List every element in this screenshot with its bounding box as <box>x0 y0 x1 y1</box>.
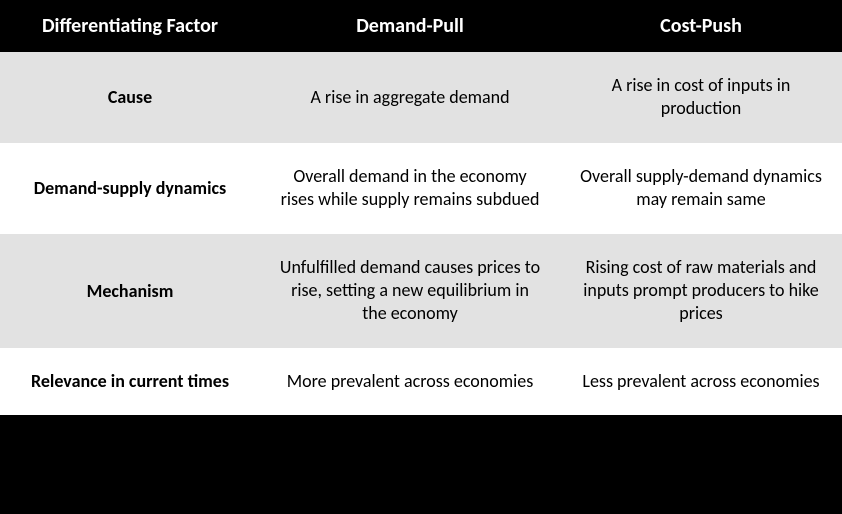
table-header-row: Differentiating Factor Demand-Pull Cost-… <box>0 0 842 52</box>
comparison-table: Differentiating Factor Demand-Pull Cost-… <box>0 0 842 514</box>
factor-label: Cause <box>0 86 260 108</box>
factor-label: Relevance in current times <box>0 370 260 392</box>
cost-push-cell: A rise in cost of inputs in production <box>560 74 842 121</box>
factor-label: Mechanism <box>0 280 260 302</box>
cost-push-cell: Rising cost of raw materials and inputs … <box>560 256 842 326</box>
demand-pull-cell: More prevalent across economies <box>260 370 560 393</box>
demand-pull-cell: Overall demand in the economy rises whil… <box>260 165 560 212</box>
header-col-factor: Differentiating Factor <box>0 14 260 38</box>
table-row: Demand-supply dynamics Overall demand in… <box>0 143 842 234</box>
header-col-demand-pull: Demand-Pull <box>260 14 560 38</box>
header-col-cost-push: Cost-Push <box>560 14 842 38</box>
table-row: Mechanism Unfulfilled demand causes pric… <box>0 234 842 348</box>
table-row: Cause A rise in aggregate demand A rise … <box>0 52 842 143</box>
cost-push-cell: Overall supply-demand dynamics may remai… <box>560 165 842 212</box>
demand-pull-cell: Unfulfilled demand causes prices to rise… <box>260 256 560 326</box>
demand-pull-cell: A rise in aggregate demand <box>260 86 560 109</box>
factor-label: Demand-supply dynamics <box>0 177 260 199</box>
table-footer <box>0 415 842 514</box>
cost-push-cell: Less prevalent across economies <box>560 370 842 393</box>
table-row: Relevance in current times More prevalen… <box>0 348 842 415</box>
